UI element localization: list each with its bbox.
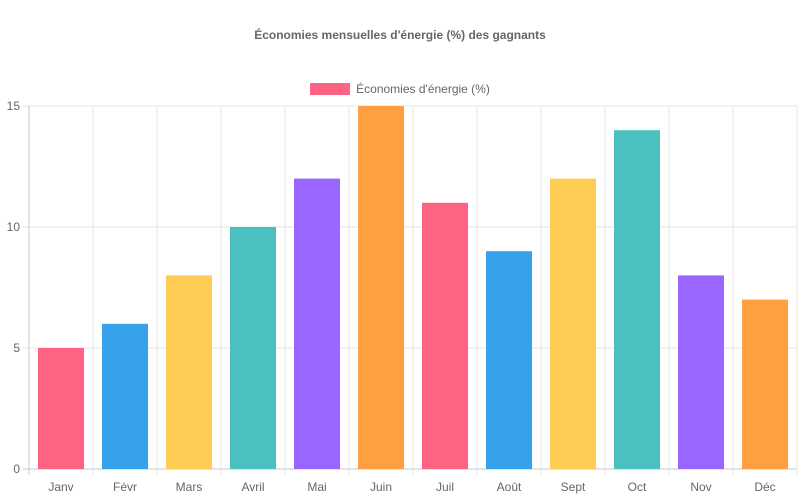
y-tick-label: 10 <box>7 220 21 234</box>
legend-swatch <box>310 83 351 95</box>
bar[interactable] <box>358 106 404 469</box>
bar[interactable] <box>230 227 276 469</box>
bar[interactable] <box>742 299 788 469</box>
bar[interactable] <box>678 275 724 469</box>
legend[interactable]: Économies d'énergie (%) <box>0 82 800 96</box>
x-tick-label: Avril <box>241 480 264 494</box>
x-tick-label: Juin <box>370 480 392 494</box>
bar[interactable] <box>422 202 468 470</box>
x-tick-label: Mai <box>307 480 326 494</box>
x-tick-label: Sept <box>561 480 586 494</box>
x-tick-label: Oct <box>628 480 647 494</box>
chart-title: Économies mensuelles d'énergie (%) des g… <box>254 28 546 42</box>
x-tick-label: Janv <box>48 480 73 494</box>
x-tick-label: Juil <box>436 480 454 494</box>
legend-label: Économies d'énergie (%) <box>356 82 490 96</box>
x-tick-label: Août <box>497 480 522 494</box>
bar[interactable] <box>102 323 148 469</box>
y-tick-label: 15 <box>7 99 21 113</box>
bar[interactable] <box>294 178 340 469</box>
x-tick-label: Févr <box>113 480 137 494</box>
bar[interactable] <box>166 275 212 469</box>
bar[interactable] <box>550 178 596 469</box>
y-tick-label: 0 <box>13 462 20 476</box>
bar[interactable] <box>614 130 660 469</box>
bar[interactable] <box>38 348 84 469</box>
x-tick-label: Mars <box>176 480 203 494</box>
y-tick-label: 5 <box>13 341 20 355</box>
x-tick-label: Nov <box>690 480 711 494</box>
bar[interactable] <box>486 251 532 469</box>
x-tick-label: Déc <box>754 480 775 494</box>
